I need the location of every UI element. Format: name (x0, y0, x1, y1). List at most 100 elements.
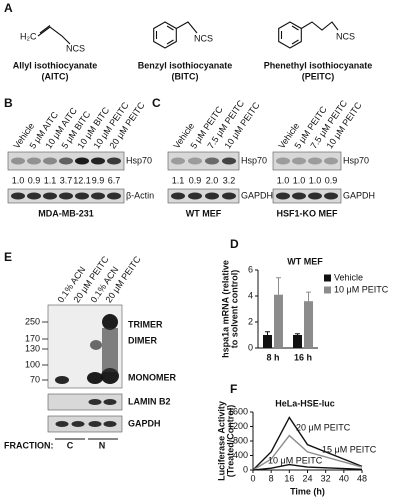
band (292, 157, 306, 165)
series-label: 10 μM PEITC (268, 455, 323, 465)
ratio: 0.9 (28, 175, 41, 185)
chart-title: WT MEF (287, 256, 323, 266)
blot-label: GAPDH (241, 190, 273, 200)
band (205, 157, 219, 165)
structures (37, 21, 339, 49)
blot-label: β-Actin (126, 190, 154, 200)
blot-label: Hsp70 (343, 155, 369, 165)
y-axis-title: Luciferase Activity (216, 401, 226, 481)
mw-label: 250 (25, 316, 40, 326)
error-bar (265, 331, 270, 335)
y-tick-label: 2 (248, 316, 253, 326)
x-tick-label: 48 (357, 473, 367, 483)
band (55, 421, 69, 427)
band (188, 192, 202, 200)
blot-hsp70 (167, 151, 240, 171)
y-tick-label: 6 (248, 264, 253, 274)
cell-line: WT MEF (186, 208, 222, 218)
band (222, 157, 236, 165)
panel-label: F (230, 382, 237, 396)
error-bar (276, 277, 281, 295)
line (252, 416, 363, 471)
compound-abbr: (PEITC) (302, 71, 335, 81)
mw-label: 70 (30, 374, 40, 384)
band (11, 192, 25, 200)
fraction-label: FRACTION: (4, 440, 54, 450)
mw-label: 130 (25, 343, 40, 353)
ratio: 0.9 (325, 175, 338, 185)
blot-label: Hsp70 (126, 155, 152, 165)
ratio: 1.1 (172, 175, 185, 185)
ratio: 1.1 (44, 175, 57, 185)
y-tick-label: 1200 (228, 421, 248, 431)
bar (293, 335, 302, 348)
mw-label: 170 (25, 333, 40, 343)
band (75, 157, 89, 165)
group-label: NCS (336, 31, 355, 41)
line (252, 463, 363, 471)
blot-gapdh (167, 188, 240, 204)
band (103, 421, 117, 427)
blot-hsp70 (272, 151, 342, 171)
phenethyl (278, 21, 339, 49)
band (171, 157, 185, 165)
band (292, 192, 306, 200)
legend-swatch (324, 274, 331, 282)
error-bar (306, 291, 311, 302)
panel-label: D (230, 237, 239, 251)
compound-abbr: (BITC) (172, 71, 199, 81)
band-label: DIMER (128, 335, 158, 345)
ratio: 12.1 (73, 175, 91, 185)
band (107, 157, 121, 165)
band (27, 157, 41, 165)
panel-label: C (152, 96, 161, 110)
band (308, 192, 322, 200)
band (90, 340, 102, 350)
x-tick-label: 24 (302, 473, 312, 483)
band (27, 192, 41, 200)
series-label: 15 μM PEITC (322, 444, 377, 454)
x-tick-label: 8 h (266, 352, 279, 362)
formula: H₂C (20, 31, 37, 41)
band (75, 192, 89, 200)
band (324, 192, 338, 200)
x-tick-label: 8 (269, 473, 274, 483)
group-label: NCS (66, 43, 85, 53)
band-label: TRIMER (128, 319, 163, 329)
y-axis-title: hspa1a mRNA (relative (220, 260, 230, 358)
x-tick-label: 40 (339, 473, 349, 483)
band (188, 157, 202, 165)
band (171, 192, 185, 200)
band (91, 157, 105, 165)
blot-gapdh (272, 188, 342, 204)
cell-line: HSF1-KO MEF (276, 208, 338, 218)
band (222, 192, 236, 200)
ratio: 3.7 (60, 175, 73, 185)
error-bar (295, 333, 300, 335)
ratio: 1.0 (309, 175, 322, 185)
y-tick-label: 0 (248, 342, 253, 352)
band (308, 157, 322, 165)
band (205, 192, 219, 200)
line (252, 434, 363, 471)
band (43, 192, 57, 200)
blot-label: LAMIN B2 (128, 396, 171, 406)
band (107, 192, 121, 200)
series-label: 20 μM PEITC (296, 422, 351, 432)
bar (274, 294, 283, 348)
bar (304, 301, 313, 348)
band (59, 192, 73, 200)
group-label: NCS (194, 33, 213, 43)
smear (102, 328, 118, 372)
ratio: 2.0 (206, 175, 219, 185)
panel-label: A (4, 1, 13, 15)
band (88, 399, 102, 405)
x-tick-label: 16 h (294, 352, 312, 362)
allyl-chain (37, 26, 71, 45)
blot-label: GAPDH (128, 418, 161, 428)
blot-lamin (47, 393, 123, 411)
legend-swatch (324, 286, 331, 294)
legend-label: Vehicle (334, 272, 363, 282)
blot-label: Hsp70 (241, 155, 267, 165)
